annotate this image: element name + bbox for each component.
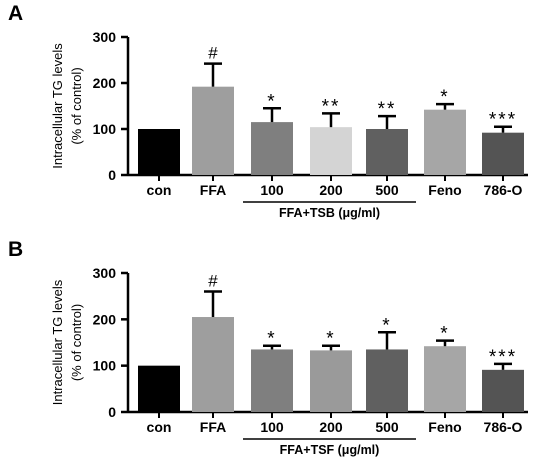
x-tick-label: 786-O — [484, 419, 523, 435]
bar-feno — [424, 346, 466, 412]
y-tick-label: 0 — [108, 404, 116, 420]
y-tick-label: 200 — [93, 75, 117, 91]
panel-label: A — [8, 2, 23, 25]
significance-marker: * — [326, 329, 335, 350]
bar-500 — [366, 129, 408, 175]
bar-786-o — [482, 132, 524, 175]
y-axis-label-line: Intracellular TG levels — [50, 43, 65, 169]
x-tick-label: con — [147, 182, 172, 198]
x-tick-label: 200 — [319, 419, 343, 435]
y-axis-label-line: (% of control) — [69, 304, 84, 381]
significance-marker: * — [267, 329, 276, 350]
y-tick-label: 100 — [93, 358, 117, 374]
x-tick-label: 500 — [375, 419, 399, 435]
x-tick-label: FFA — [200, 419, 226, 435]
bar-100 — [251, 122, 293, 175]
x-tick-label: Feno — [428, 419, 461, 435]
significance-marker: *** — [489, 110, 517, 131]
y-axis-label: Intracellular TG levels (% of control) — [50, 43, 84, 169]
significance-marker: ** — [378, 99, 397, 120]
y-tick-label: 300 — [93, 29, 117, 45]
significance-marker: *** — [489, 347, 517, 368]
x-tick-label: 786-O — [484, 182, 523, 198]
panel-label: B — [8, 238, 23, 261]
x-tick-label: FFA — [200, 182, 226, 198]
bar-786-o — [482, 369, 524, 412]
y-tick-label: 100 — [93, 121, 117, 137]
significance-marker: * — [267, 91, 276, 112]
y-tick-label: 300 — [93, 265, 117, 281]
x-tick-label: 500 — [375, 182, 399, 198]
y-tick-label: 200 — [93, 311, 117, 327]
bar-con — [138, 129, 180, 175]
bar-100 — [251, 349, 293, 412]
x-tick-label: 200 — [319, 182, 343, 198]
x-tick-label: 100 — [260, 182, 284, 198]
group-label: FFA+TSB (μg/ml) — [279, 206, 380, 220]
bar-ffa — [192, 317, 234, 412]
bar-ffa — [192, 86, 234, 175]
bar-500 — [366, 349, 408, 412]
significance-marker: * — [382, 315, 391, 336]
significance-marker: * — [440, 324, 449, 345]
y-axis-label-line: Intracellular TG levels — [50, 279, 65, 405]
bar-con — [138, 365, 180, 412]
chart-panel-b: B Intracellular TG levels (% of control) 0 1… — [8, 238, 528, 457]
bar-200 — [310, 127, 352, 175]
y-axis-label: Intracellular TG levels (% of control) — [50, 279, 84, 405]
y-axis-label-line: (% of control) — [69, 67, 84, 144]
x-tick-label: Feno — [428, 182, 461, 198]
y-tick-label: 0 — [108, 167, 116, 183]
significance-marker: # — [208, 44, 218, 63]
bar-feno — [424, 109, 466, 175]
chart-panel-a: A Intracellular TG levels (% of control) 0 1… — [8, 2, 528, 220]
x-tick-label: con — [147, 419, 172, 435]
significance-marker: ** — [322, 96, 341, 117]
significance-marker: # — [208, 272, 218, 291]
bar-200 — [310, 350, 352, 412]
x-tick-label: 100 — [260, 419, 284, 435]
significance-marker: * — [440, 87, 449, 108]
group-label: FFA+TSF (μg/ml) — [280, 443, 380, 457]
